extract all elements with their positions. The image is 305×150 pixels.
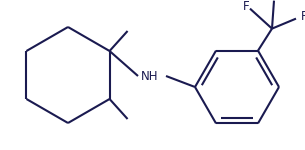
Text: NH: NH: [141, 69, 159, 82]
Text: F: F: [243, 0, 249, 13]
Text: F: F: [301, 10, 305, 23]
